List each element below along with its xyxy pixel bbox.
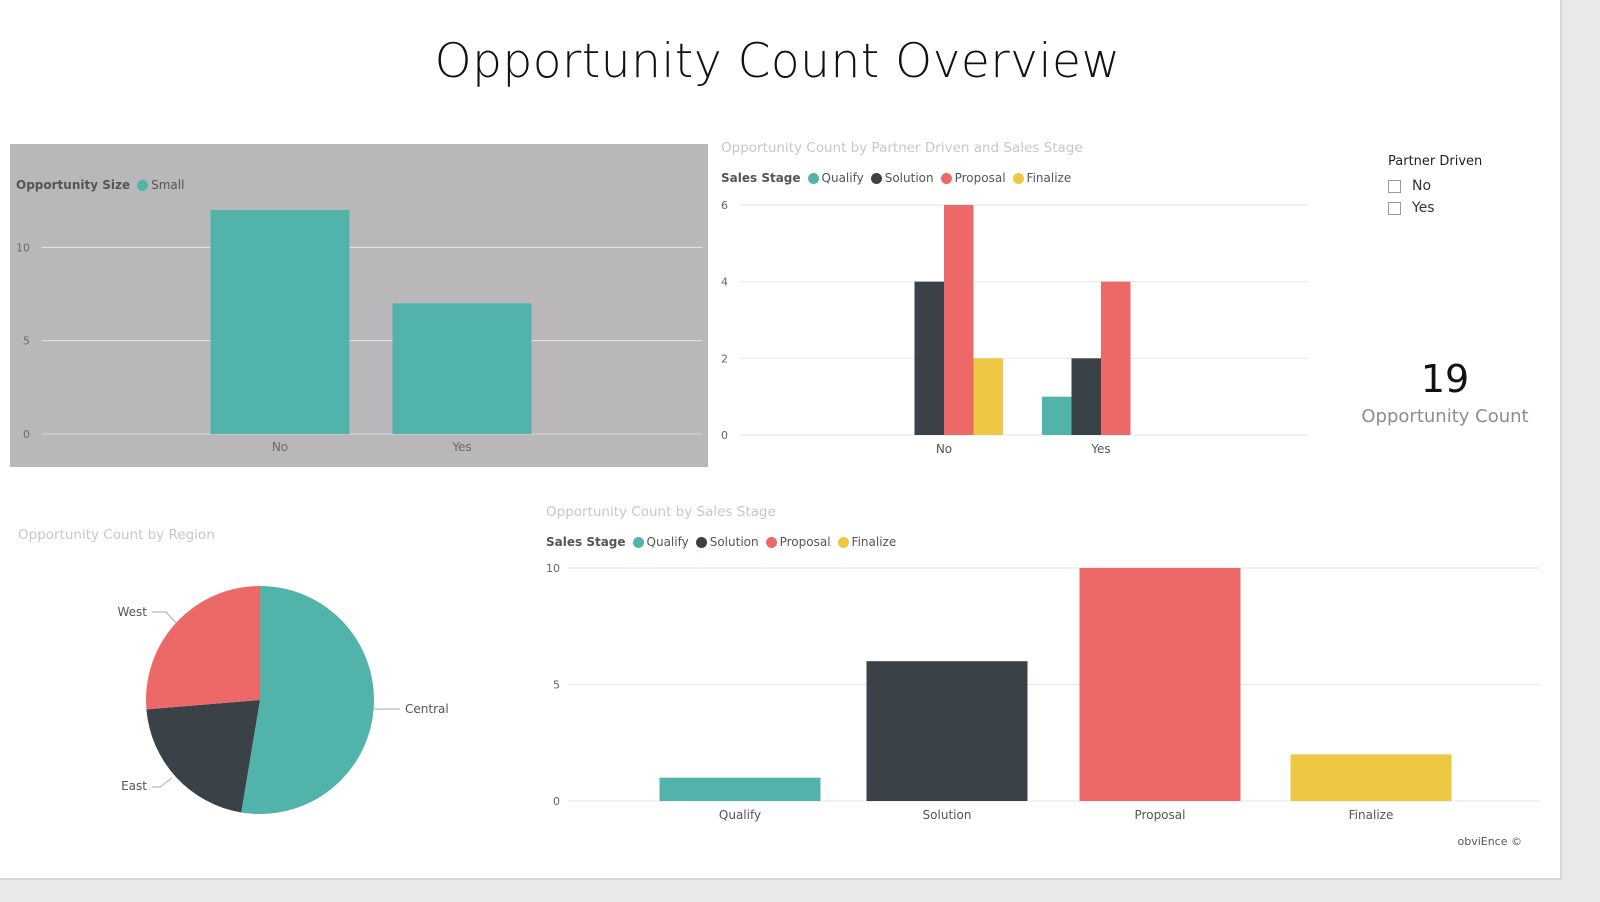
partner-stage-bar-chart: 0 2 4 6 No Yes (721, 199, 1308, 456)
y-tick-label: 10 (546, 562, 560, 575)
bar-yes-solution[interactable] (1071, 358, 1102, 435)
y-tick-label: 0 (23, 428, 30, 441)
slicer-item-label: No (1412, 178, 1432, 194)
legend-title: Sales Stage (546, 535, 626, 549)
y-tick-label: 5 (553, 679, 560, 692)
report-title: Opportunity Count Overview (434, 34, 1121, 89)
x-tick-label: No (936, 442, 952, 456)
region-chart-title: Opportunity Count by Region (18, 527, 215, 543)
legend-label: Solution (709, 535, 759, 549)
legend-item-proposal[interactable]: Proposal (765, 535, 831, 549)
legend-label: Qualify (821, 171, 864, 185)
legend-item-finalize[interactable]: Finalize (837, 535, 897, 549)
x-tick-label: No (272, 440, 288, 454)
report-canvas: Opportunity Count Overview Opportunity S… (0, 0, 1562, 880)
legend-label: Solution (884, 171, 934, 185)
legend-dot-icon (137, 179, 149, 191)
legend-label: Small (151, 178, 185, 192)
checkbox-icon[interactable] (1388, 201, 1401, 215)
pie-slice-east[interactable] (146, 700, 260, 813)
kpi-value: 19 (1420, 357, 1470, 401)
partner-stage-chart-title: Opportunity Count by Partner Driven and … (721, 140, 1083, 156)
bar-no-solution[interactable] (914, 281, 945, 435)
y-tick-label: 10 (16, 241, 30, 254)
legend-dot-icon (940, 172, 952, 184)
bar-no-proposal[interactable] (944, 205, 974, 435)
legend-title: Sales Stage (721, 171, 801, 185)
legend-dot-icon (695, 536, 707, 548)
slice-label: Central (405, 702, 449, 716)
bar-yes[interactable] (392, 303, 532, 434)
stage-bar-chart: 0 5 10 Qualify Solution Proposal Finalize (546, 562, 1540, 822)
legend-dot-icon (807, 172, 819, 184)
slicer-item-yes[interactable]: Yes (1388, 197, 1482, 219)
bar-proposal[interactable] (1079, 568, 1241, 801)
stage-legend: Sales Stage Qualify Solution Proposal Fi… (546, 535, 903, 549)
stage-chart-title: Opportunity Count by Sales Stage (546, 504, 776, 520)
y-tick-label: 0 (721, 429, 728, 442)
x-tick-label: Yes (1090, 442, 1110, 456)
x-tick-label: Qualify (719, 808, 761, 822)
slice-label: West (117, 605, 147, 619)
y-tick-label: 4 (721, 276, 728, 289)
y-tick-label: 6 (721, 199, 728, 212)
y-tick-label: 0 (553, 795, 560, 808)
slicer-item-label: Yes (1412, 200, 1435, 216)
legend-dot-icon (837, 536, 849, 548)
legend-label: Finalize (851, 535, 897, 549)
bar-qualify[interactable] (659, 777, 821, 801)
legend-dot-icon (1012, 172, 1024, 184)
legend-item-small[interactable]: Small (137, 178, 184, 192)
legend-label: Finalize (1026, 171, 1072, 185)
slicer-title: Partner Driven (1388, 154, 1483, 169)
x-tick-label: Yes (451, 440, 471, 454)
leader-line (152, 777, 173, 788)
kpi-label: Opportunity Count (1361, 406, 1529, 427)
bar-yes-proposal[interactable] (1101, 281, 1131, 435)
checkbox-icon[interactable] (1388, 179, 1401, 193)
legend-label: Proposal (954, 171, 1006, 185)
bar-no-finalize[interactable] (973, 358, 1004, 435)
bar-yes-qualify[interactable] (1042, 396, 1072, 435)
legend-item-solution[interactable]: Solution (695, 535, 759, 549)
size-bar-chart: 0 5 10 No Yes (16, 210, 702, 454)
slice-label: East (121, 779, 147, 793)
legend-dot-icon (632, 536, 644, 548)
y-tick-label: 2 (721, 352, 728, 365)
legend-item-qualify[interactable]: Qualify (807, 171, 864, 185)
size-chart-legend: Opportunity Size Small (16, 178, 191, 192)
opportunity-count-card[interactable]: 19 Opportunity Count (1345, 356, 1545, 427)
legend-dot-icon (870, 172, 882, 184)
y-tick-label: 5 (23, 335, 30, 348)
bar-finalize[interactable] (1290, 754, 1452, 801)
bar-no[interactable] (210, 210, 350, 434)
bar-solution[interactable] (866, 661, 1028, 801)
legend-item-proposal[interactable]: Proposal (940, 171, 1006, 185)
x-tick-label: Finalize (1349, 808, 1394, 822)
x-tick-label: Proposal (1135, 808, 1186, 822)
legend-label: Proposal (779, 535, 831, 549)
legend-title: Opportunity Size (16, 178, 131, 192)
legend-item-finalize[interactable]: Finalize (1012, 171, 1072, 185)
partner-stage-legend: Sales Stage Qualify Solution Proposal Fi… (721, 171, 1078, 185)
slicer-item-no[interactable]: No (1388, 175, 1482, 197)
legend-dot-icon (765, 536, 777, 548)
legend-item-qualify[interactable]: Qualify (632, 535, 689, 549)
x-tick-label: Solution (923, 808, 972, 822)
region-pie-chart: Central East West (117, 586, 449, 814)
footer-credit: obviEnce © (1457, 835, 1522, 848)
partner-driven-slicer: Partner Driven No Yes (1388, 154, 1482, 219)
pie-slice-west[interactable] (146, 586, 260, 710)
size-chart-card[interactable]: Opportunity Size Small 0 5 10 No Yes (10, 144, 708, 467)
pie-slice-central[interactable] (241, 586, 375, 814)
leader-line (152, 611, 177, 624)
legend-item-solution[interactable]: Solution (870, 171, 934, 185)
legend-label: Qualify (646, 535, 689, 549)
